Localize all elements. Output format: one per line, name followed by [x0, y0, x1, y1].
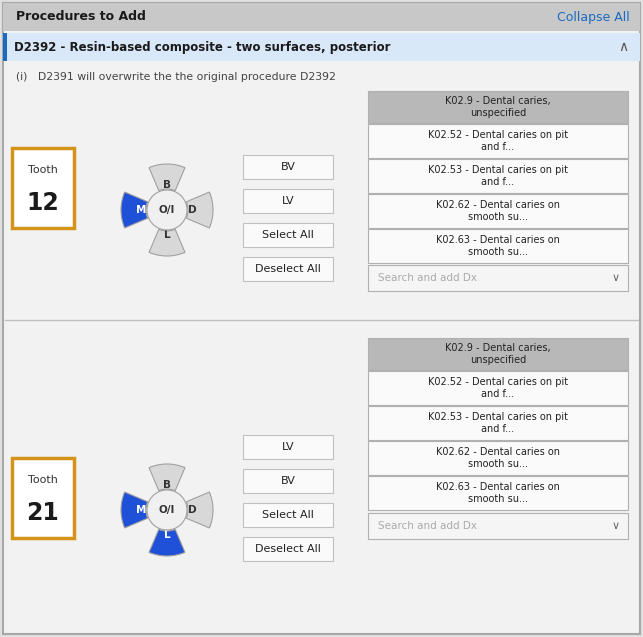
Circle shape: [147, 190, 187, 230]
Bar: [368, 406, 628, 440]
Text: O/I: O/I: [159, 505, 175, 515]
Bar: [243, 189, 333, 213]
Bar: [243, 435, 333, 459]
Bar: [12, 458, 74, 538]
Bar: [3, 3, 640, 31]
Text: ∨: ∨: [612, 521, 620, 531]
Text: M: M: [136, 205, 147, 215]
Bar: [368, 265, 628, 291]
Text: D2392 - Resin-based composite - two surfaces, posterior: D2392 - Resin-based composite - two surf…: [14, 41, 390, 54]
Text: Collapse All: Collapse All: [557, 10, 630, 24]
Bar: [368, 194, 628, 228]
Bar: [368, 124, 628, 158]
Text: K02.53 - Dental caries on pit
and f...: K02.53 - Dental caries on pit and f...: [428, 165, 568, 187]
Text: K02.63 - Dental caries on
smooth su...: K02.63 - Dental caries on smooth su...: [436, 482, 560, 504]
Wedge shape: [121, 492, 148, 528]
Text: K02.9 - Dental caries,
unspecified: K02.9 - Dental caries, unspecified: [445, 343, 551, 365]
Text: K02.52 - Dental caries on pit
and f...: K02.52 - Dental caries on pit and f...: [428, 377, 568, 399]
Wedge shape: [149, 529, 185, 556]
Text: Procedures to Add: Procedures to Add: [16, 10, 146, 24]
Bar: [243, 469, 333, 493]
Bar: [368, 371, 628, 405]
Text: LV: LV: [282, 442, 294, 452]
Bar: [3, 33, 7, 61]
Text: LV: LV: [282, 196, 294, 206]
Wedge shape: [186, 492, 213, 528]
Text: B: B: [163, 480, 171, 489]
Wedge shape: [149, 229, 185, 256]
Bar: [368, 159, 628, 193]
Bar: [368, 338, 628, 370]
Text: B: B: [163, 180, 171, 189]
Bar: [12, 148, 74, 228]
Bar: [368, 91, 628, 123]
Bar: [368, 476, 628, 510]
Text: D: D: [188, 205, 197, 215]
Bar: [243, 503, 333, 527]
Text: L: L: [164, 531, 170, 541]
Circle shape: [147, 490, 187, 530]
Bar: [368, 229, 628, 263]
Text: K02.62 - Dental caries on
smooth su...: K02.62 - Dental caries on smooth su...: [436, 447, 560, 469]
Text: BV: BV: [280, 476, 295, 486]
Wedge shape: [149, 464, 185, 490]
Text: Deselect All: Deselect All: [255, 544, 321, 554]
Bar: [243, 155, 333, 179]
Text: L: L: [164, 231, 170, 241]
Bar: [368, 441, 628, 475]
Text: Search and add Dx: Search and add Dx: [378, 521, 477, 531]
Text: Select All: Select All: [262, 230, 314, 240]
Text: K02.53 - Dental caries on pit
and f...: K02.53 - Dental caries on pit and f...: [428, 412, 568, 434]
Text: BV: BV: [280, 162, 295, 172]
Text: M: M: [136, 505, 147, 515]
Bar: [243, 537, 333, 561]
Text: 12: 12: [26, 191, 59, 215]
Wedge shape: [149, 164, 185, 190]
Text: ∧: ∧: [618, 40, 628, 54]
Text: K02.63 - Dental caries on
smooth su...: K02.63 - Dental caries on smooth su...: [436, 235, 560, 257]
Bar: [243, 223, 333, 247]
Text: O/I: O/I: [159, 205, 175, 215]
Wedge shape: [186, 192, 213, 228]
Text: K02.62 - Dental caries on
smooth su...: K02.62 - Dental caries on smooth su...: [436, 200, 560, 222]
Text: K02.52 - Dental caries on pit
and f...: K02.52 - Dental caries on pit and f...: [428, 130, 568, 152]
Text: D: D: [188, 505, 197, 515]
Wedge shape: [121, 192, 148, 228]
Text: Search and add Dx: Search and add Dx: [378, 273, 477, 283]
Text: K02.9 - Dental caries,
unspecified: K02.9 - Dental caries, unspecified: [445, 96, 551, 118]
Bar: [3, 33, 640, 61]
Text: ∨: ∨: [612, 273, 620, 283]
Text: Tooth: Tooth: [28, 475, 58, 485]
Text: (i)   D2391 will overwrite the the original procedure D2392: (i) D2391 will overwrite the the origina…: [16, 72, 336, 82]
Bar: [243, 257, 333, 281]
Bar: [368, 513, 628, 539]
Text: Deselect All: Deselect All: [255, 264, 321, 274]
Text: Tooth: Tooth: [28, 165, 58, 175]
Text: Select All: Select All: [262, 510, 314, 520]
Text: 21: 21: [26, 501, 59, 525]
